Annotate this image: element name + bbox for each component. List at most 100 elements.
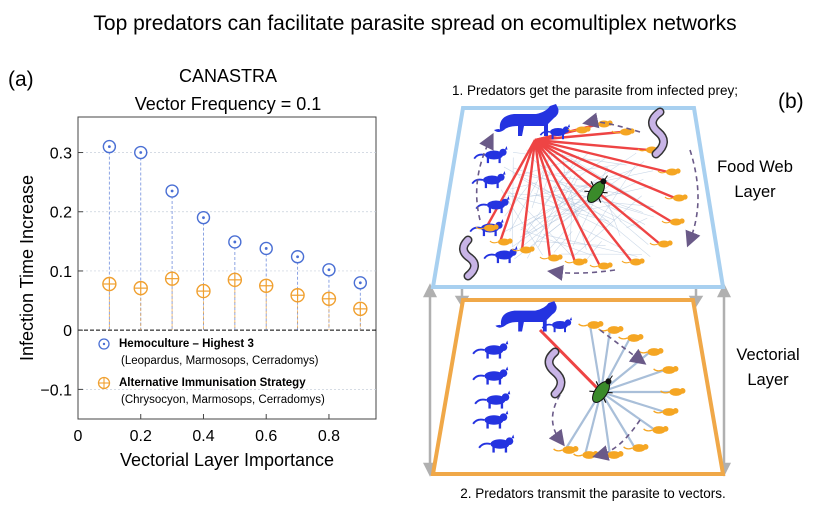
data-point-hemoculture xyxy=(228,235,242,249)
vector-feeding-link xyxy=(599,329,612,393)
blue-mammal-silhouette-icon xyxy=(472,366,509,385)
chart-subtitle-line1: CANASTRA xyxy=(179,66,277,86)
plot-frame xyxy=(77,116,377,420)
background-web-link xyxy=(542,164,619,177)
orange-rodent-silhouette-icon xyxy=(660,388,686,396)
background-web-link xyxy=(508,190,575,260)
background-web-link xyxy=(548,193,597,251)
background-web-link xyxy=(570,158,656,212)
parasite-squiggle-icon xyxy=(544,347,566,399)
layer-bottom-label-line2: Layer xyxy=(747,371,789,389)
background-web-link xyxy=(542,189,615,221)
y-axis-label: Infection Time Increase xyxy=(17,175,37,361)
data-point-alternative xyxy=(290,288,305,303)
triatomine-bug-icon xyxy=(584,175,608,203)
data-point-hemoculture xyxy=(290,250,305,264)
background-web-link xyxy=(580,198,642,230)
background-web-link xyxy=(570,191,587,250)
data-point-alternative xyxy=(102,276,117,292)
legend-marker-hemoculture xyxy=(98,338,110,350)
vector-feeding-link xyxy=(600,391,636,449)
background-web-link xyxy=(509,152,554,232)
data-point-alternative xyxy=(353,301,368,317)
x-tick-label: 0 xyxy=(74,428,83,445)
vector-feeding-link xyxy=(600,391,656,431)
parasite-squiggle-icon xyxy=(648,107,668,159)
background-web-link xyxy=(537,175,576,248)
blue-mammal-silhouette-icon xyxy=(472,340,509,359)
puma-predator-icon xyxy=(494,104,559,136)
predator-vector-link xyxy=(538,328,603,394)
y-tick-label: 0.2 xyxy=(50,205,72,222)
layer-bottom-label-line1: Vectorial xyxy=(736,346,799,364)
background-web-link xyxy=(529,222,538,232)
blue-mammal-silhouette-icon xyxy=(473,146,508,164)
blue-mammal-silhouette-icon xyxy=(472,410,509,429)
chart-subtitle-line2: Vector Frequency = 0.1 xyxy=(135,94,322,114)
panel-a-label: (a) xyxy=(8,68,34,91)
layer-top-label-line2: Layer xyxy=(734,183,776,201)
species-silhouettes xyxy=(469,104,688,459)
orange-rodent-silhouette-icon xyxy=(664,194,688,202)
background-web-link xyxy=(626,217,648,229)
parasite-squiggle-icon xyxy=(459,235,479,281)
x-tick-label: 0.6 xyxy=(255,428,277,445)
y-tick-label: −0.1 xyxy=(40,382,72,399)
predation-link xyxy=(484,139,537,229)
blue-mammal-silhouette-icon xyxy=(471,171,506,189)
legend-marker-alternative xyxy=(97,376,111,390)
data-point-hemoculture xyxy=(322,263,336,277)
data-point-hemoculture xyxy=(259,241,273,256)
data-point-hemoculture xyxy=(134,145,148,160)
orange-rodent-silhouette-icon xyxy=(653,366,679,374)
background-web-link xyxy=(586,241,602,260)
background-web-link xyxy=(513,152,528,155)
background-web-link xyxy=(619,220,649,245)
data-point-alternative xyxy=(133,280,148,296)
top-cycle-arrows xyxy=(475,112,701,281)
data-point-hemoculture xyxy=(196,210,211,225)
data-point-alternative xyxy=(259,278,274,293)
background-web-link xyxy=(505,192,654,207)
predation-link xyxy=(534,130,623,142)
blue-mammal-silhouette-icon xyxy=(539,124,570,140)
y-tick-label: 0.1 xyxy=(50,264,72,281)
data-point-hemoculture xyxy=(102,139,117,154)
legend-series1-detail: (Leopardus, Marmosops, Cerradomys) xyxy=(121,355,319,367)
orange-rodent-silhouette-icon xyxy=(643,426,669,434)
y-tick-label: 0.3 xyxy=(50,146,72,163)
x-axis-label: Vectorial Layer Importance xyxy=(120,450,334,470)
vector-feeding-link xyxy=(599,391,612,456)
blue-mammal-silhouette-icon xyxy=(541,317,572,333)
data-point-hemoculture xyxy=(353,276,368,290)
background-web-link xyxy=(521,229,595,257)
background-web-link xyxy=(510,182,537,190)
orange-rodent-silhouette-icon xyxy=(475,224,499,232)
vector-feeding-link xyxy=(588,324,603,393)
x-tick-label: 0.8 xyxy=(318,428,340,445)
predation-link xyxy=(533,139,552,259)
vector-feeding-link xyxy=(600,390,666,414)
orange-rodent-silhouette-icon xyxy=(511,246,535,254)
predation-link xyxy=(534,138,649,152)
background-web-link xyxy=(519,196,585,250)
data-point-alternative xyxy=(227,272,243,288)
background-web-link xyxy=(501,195,577,234)
blue-mammal-silhouette-icon xyxy=(478,434,515,453)
legend-series1-name: Hemoculture – Highest 3 xyxy=(119,338,254,350)
data-point-alternative xyxy=(321,291,337,306)
predation-link xyxy=(498,139,537,243)
orange-rodent-silhouette-icon xyxy=(618,334,644,342)
blue-mammal-silhouette-icon xyxy=(474,390,511,409)
predation-link xyxy=(534,139,633,263)
predation-link xyxy=(533,139,577,263)
y-tick-label: 0 xyxy=(63,323,72,340)
background-web-link xyxy=(553,231,573,253)
background-web-link xyxy=(513,167,644,213)
background-web-link xyxy=(579,227,627,251)
data-point-hemoculture xyxy=(165,184,179,198)
background-web-link xyxy=(569,198,573,243)
predation-link xyxy=(534,138,676,200)
orange-rodent-silhouette-icon xyxy=(657,168,681,176)
predation-link xyxy=(520,139,537,251)
